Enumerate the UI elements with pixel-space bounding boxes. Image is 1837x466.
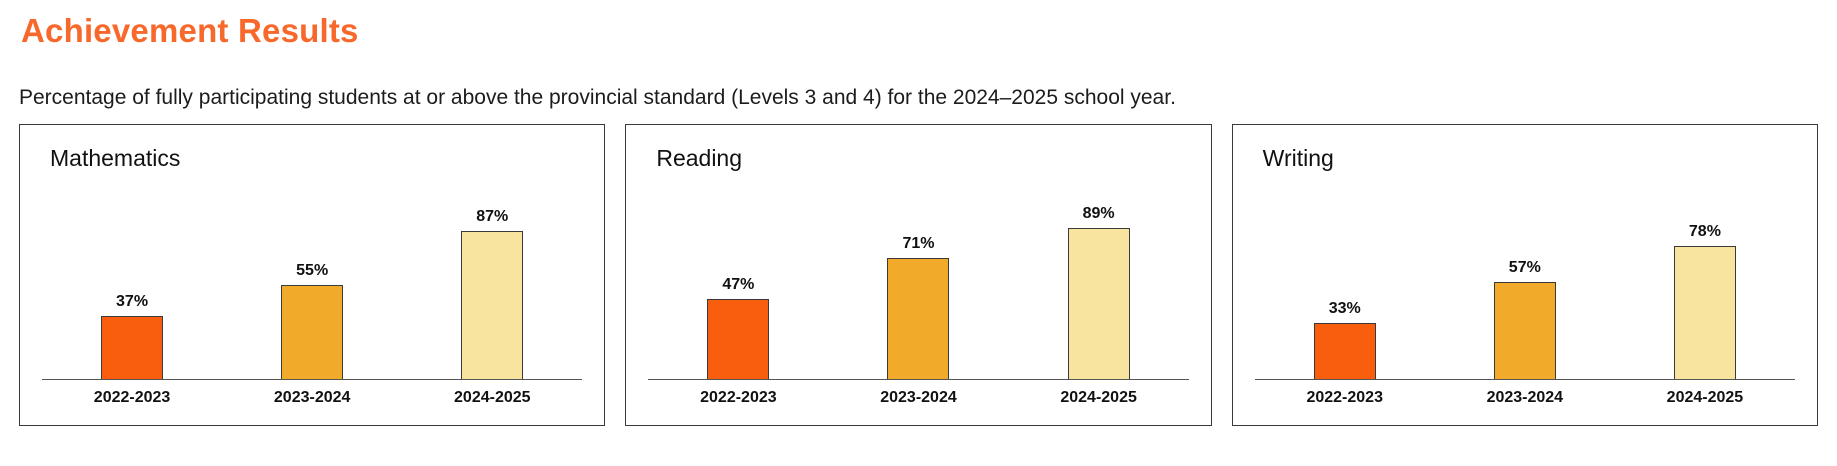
x-axis-labels: 2022-2023 2023-2024 2024-2025 — [42, 380, 582, 425]
plot-area: 37% 55% 87% — [42, 188, 583, 380]
x-axis-label: 2024-2025 — [454, 389, 531, 406]
chart-panel-writing: Writing 33% 57% 78% 2022-2023 2023-2024 2024… — [1231, 124, 1818, 426]
bar-value-label: 37% — [116, 293, 149, 310]
plot-area: 33% 57% 78% — [1254, 188, 1795, 380]
x-axis-label: 2024-2025 — [1666, 389, 1744, 406]
bar-group: 55% — [222, 262, 402, 379]
bar-value-label: 87% — [476, 208, 509, 225]
bar — [1493, 282, 1556, 379]
bar-group: 71% — [829, 235, 1009, 379]
bar — [707, 299, 770, 379]
x-axis-label: 2022-2023 — [1306, 389, 1383, 406]
bar-group: 37% — [42, 293, 222, 379]
bar — [1067, 228, 1130, 379]
x-axis-label: 2024-2025 — [1060, 389, 1137, 406]
bar — [101, 316, 164, 379]
x-axis-label: 2023-2024 — [273, 389, 351, 406]
bar — [1673, 246, 1736, 379]
x-axis-labels: 2022-2023 2023-2024 2024-2025 — [1255, 380, 1795, 425]
bar-group: 78% — [1615, 223, 1795, 379]
x-axis-labels: 2022-2023 2023-2024 2024-2025 — [648, 380, 1188, 425]
x-axis-label: 2023-2024 — [1486, 389, 1564, 406]
bar-group: 47% — [648, 276, 828, 379]
bar-value-label: 78% — [1688, 223, 1721, 240]
bar-group: 87% — [402, 208, 582, 379]
chart-panel-mathematics: Mathematics 37% 55% 87% 2022-2023 2023-2024… — [19, 124, 606, 426]
bar-group: 33% — [1255, 300, 1435, 379]
bar-group: 57% — [1435, 259, 1615, 379]
bar-value-label: 89% — [1082, 205, 1115, 222]
bar-value-label: 57% — [1508, 259, 1541, 276]
bar — [887, 258, 950, 379]
bar — [1313, 323, 1376, 379]
bar-value-label: 71% — [902, 235, 935, 252]
bar-group: 89% — [1009, 205, 1189, 379]
chart-title: Mathematics — [50, 145, 181, 171]
bar-chart: 33% 57% 78% 2022-2023 2023-2024 2024-2025 — [1233, 188, 1817, 425]
chart-title: Writing — [1262, 145, 1334, 171]
bar-value-label: 55% — [296, 262, 329, 279]
bar-value-label: 33% — [1328, 300, 1361, 317]
page-subtitle: Percentage of fully participating studen… — [19, 86, 1176, 109]
page-title: Achievement Results — [21, 12, 359, 49]
bar — [281, 285, 344, 379]
bar-value-label: 47% — [722, 276, 755, 293]
x-axis-label: 2023-2024 — [880, 389, 957, 406]
plot-area: 47% 71% 89% — [648, 188, 1189, 380]
chart-panel-reading: Reading 47% 71% 89% 2022-2023 2023-2024 2024… — [625, 124, 1212, 426]
x-axis-label: 2022-2023 — [93, 389, 171, 406]
bar — [461, 231, 524, 379]
bar-chart: 37% 55% 87% 2022-2023 2023-2024 2024-2025 — [20, 188, 604, 425]
charts-row: Mathematics 37% 55% 87% 2022-2023 2023-2024… — [19, 124, 1818, 426]
chart-title: Reading — [656, 145, 743, 171]
bar-chart: 47% 71% 89% 2022-2023 2023-2024 2024-2025 — [626, 188, 1210, 425]
x-axis-label: 2022-2023 — [700, 389, 777, 406]
